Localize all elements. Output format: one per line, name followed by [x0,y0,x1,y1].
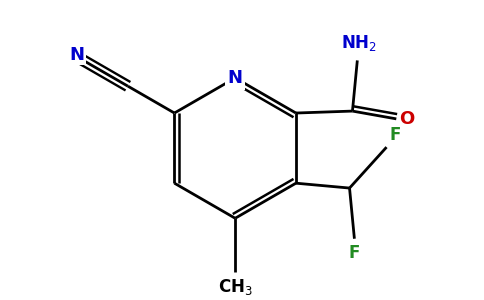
Text: F: F [390,126,401,144]
Text: N: N [69,46,84,64]
Text: CH$_3$: CH$_3$ [218,277,253,297]
Text: F: F [348,244,360,262]
Text: NH$_2$: NH$_2$ [341,33,377,52]
Text: N: N [227,69,242,87]
Text: O: O [399,110,414,128]
